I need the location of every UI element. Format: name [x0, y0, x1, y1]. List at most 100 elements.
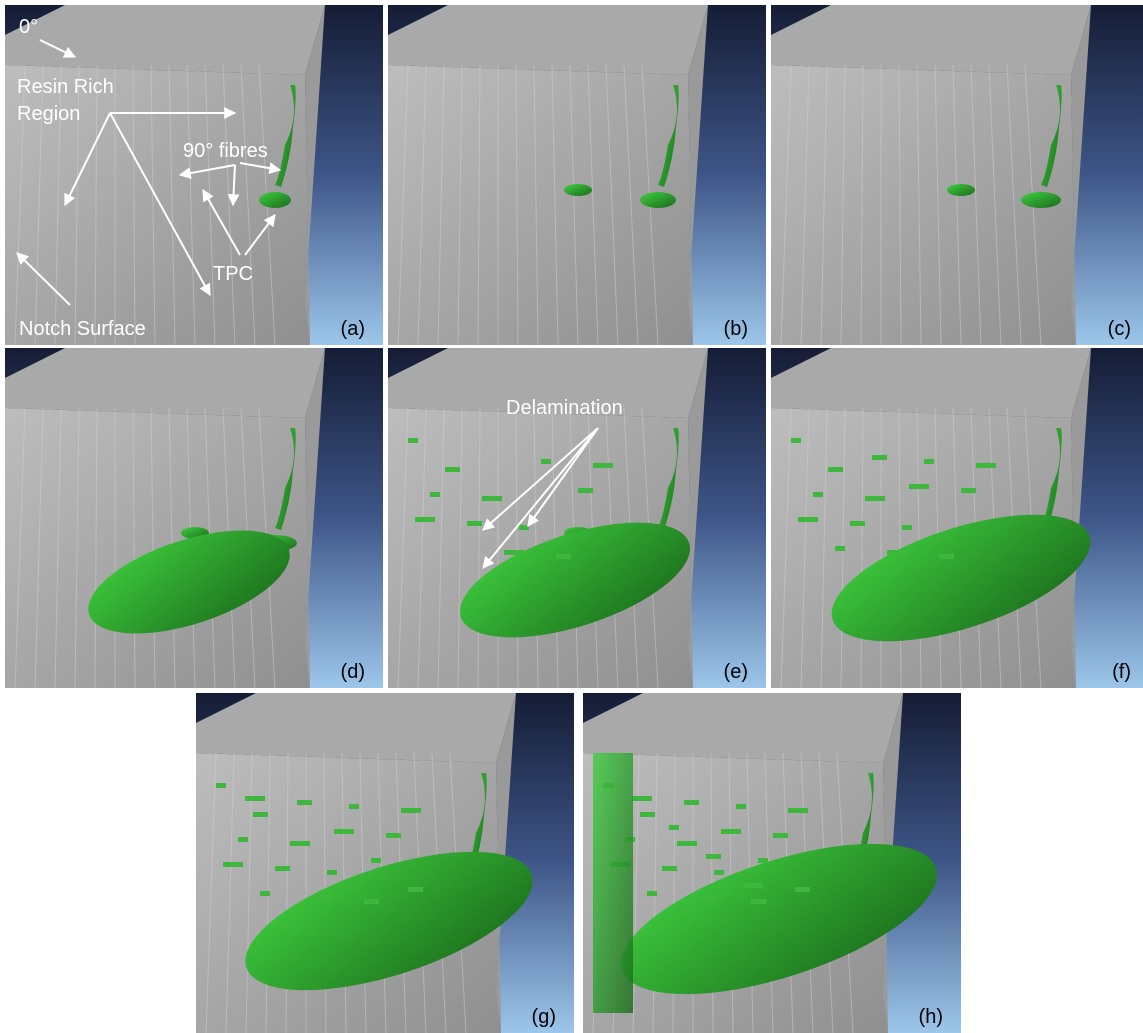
- damage: [371, 858, 381, 863]
- damage: [253, 812, 268, 817]
- panel: (b): [388, 5, 766, 345]
- damage: [640, 812, 655, 817]
- damage: [909, 484, 929, 489]
- damage: [736, 804, 746, 809]
- damage: [364, 899, 379, 904]
- damage: [835, 546, 845, 551]
- damage: [519, 525, 529, 530]
- damage: [408, 887, 423, 892]
- panel: (e) Delamination: [388, 348, 766, 688]
- damage: [721, 829, 741, 834]
- panel: (g): [196, 693, 574, 1033]
- damage: [706, 854, 721, 859]
- damage: [386, 833, 401, 838]
- damage: [924, 459, 934, 464]
- damage: [260, 891, 270, 896]
- panel-label: (b): [724, 318, 748, 340]
- panel-label: (d): [341, 661, 365, 683]
- damage: [684, 800, 699, 805]
- annotation: TPC: [213, 263, 253, 285]
- specimen-top: [5, 5, 325, 75]
- panel-label: (g): [532, 1006, 556, 1028]
- damage: [699, 895, 719, 900]
- damage: [743, 883, 763, 888]
- annotation: Delamination: [506, 397, 623, 419]
- damage: [430, 492, 440, 497]
- damage: [976, 463, 996, 468]
- damage: [408, 438, 418, 443]
- damage: [290, 841, 310, 846]
- damage: [947, 184, 975, 196]
- damage: [445, 467, 460, 472]
- annotation: Notch Surface: [19, 318, 146, 340]
- damage: [216, 783, 226, 788]
- damage: [259, 192, 291, 208]
- panel: (h): [583, 693, 961, 1033]
- damage: [564, 184, 592, 196]
- annotation: Region: [17, 103, 80, 125]
- damage: [556, 554, 571, 559]
- panel: (c): [771, 5, 1143, 345]
- damage: [504, 550, 524, 555]
- damage: [798, 517, 818, 522]
- specimen-top: [771, 348, 1091, 418]
- damage: [677, 841, 697, 846]
- annotation: 90° fibres: [183, 140, 268, 162]
- damage: [795, 887, 810, 892]
- annotation: 0°: [19, 16, 38, 38]
- damage: [401, 808, 421, 813]
- specimen-top: [388, 5, 708, 75]
- damage: [751, 899, 766, 904]
- specimen-top: [583, 693, 903, 763]
- damage: [872, 455, 887, 460]
- damage: [828, 467, 843, 472]
- damage: [788, 808, 808, 813]
- damage: [275, 866, 290, 871]
- damage: [887, 550, 907, 555]
- damage: [482, 496, 502, 501]
- specimen-top: [771, 5, 1091, 75]
- damage: [850, 521, 865, 526]
- panel-label: (h): [919, 1006, 943, 1028]
- damage: [902, 525, 912, 530]
- damage: [593, 463, 613, 468]
- panel: (d): [5, 348, 383, 688]
- damage: [1021, 192, 1061, 208]
- annotation: Resin Rich: [17, 76, 114, 98]
- damage: [758, 858, 768, 863]
- panel-label: (e): [724, 661, 748, 683]
- damage: [245, 796, 265, 801]
- damage: [349, 804, 359, 809]
- damage: [813, 492, 823, 497]
- panel-label: (f): [1112, 661, 1131, 683]
- panel: (a) 0° Resin Rich Region 90° fibres TPC Notch …: [5, 5, 383, 345]
- damage: [662, 866, 677, 871]
- damage: [669, 825, 679, 830]
- damage: [961, 488, 976, 493]
- damage: [593, 753, 633, 1013]
- damage: [640, 192, 676, 208]
- panel-label: (a): [341, 318, 365, 340]
- damage: [791, 438, 801, 443]
- damage: [467, 521, 482, 526]
- damage: [939, 554, 954, 559]
- damage: [327, 870, 337, 875]
- damage: [223, 862, 243, 867]
- damage: [297, 800, 312, 805]
- damage: [415, 517, 435, 522]
- specimen-top: [196, 693, 516, 763]
- panel: (f): [771, 348, 1143, 688]
- specimen-top: [5, 348, 325, 418]
- damage: [714, 870, 724, 875]
- damage: [865, 496, 885, 501]
- damage: [334, 829, 354, 834]
- damage: [773, 833, 788, 838]
- damage: [541, 459, 551, 464]
- damage: [632, 796, 652, 801]
- damage: [312, 895, 332, 900]
- figure: {"panels":[ {"label":"(a)","annotations"…: [0, 0, 1143, 1032]
- damage: [578, 488, 593, 493]
- panel-label: (c): [1108, 318, 1131, 340]
- damage: [238, 837, 248, 842]
- damage: [647, 891, 657, 896]
